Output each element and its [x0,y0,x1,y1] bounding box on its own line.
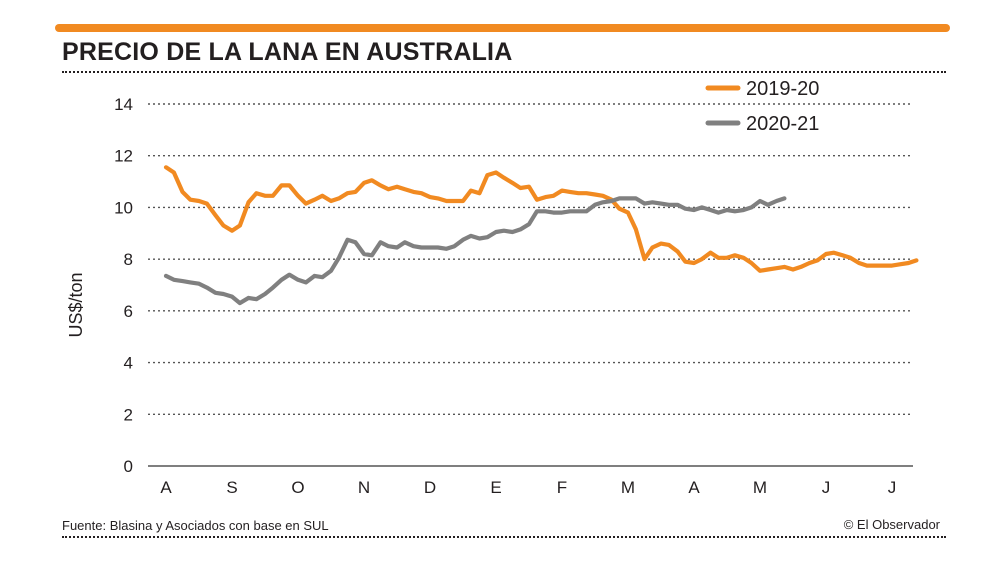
top-accent-bar [55,24,950,32]
legend-label: 2019-20 [746,78,819,100]
chart-title: PRECIO DE LA LANA EN AUSTRALIA [62,38,513,66]
y-tick-label: 10 [114,198,133,217]
x-tick-label: J [888,478,897,497]
x-tick-label: A [160,478,172,497]
x-tick-label: N [358,478,370,497]
y-axis-label: US$/ton [66,272,86,337]
y-tick-label: 6 [124,302,133,321]
footer-divider [62,536,946,538]
x-tick-label: M [753,478,767,497]
credit-note: © El Observador [843,517,940,532]
x-tick-label: F [557,478,567,497]
x-tick-label: S [226,478,237,497]
x-tick-label: D [424,478,436,497]
series-line-2019-20 [163,165,919,273]
y-tick-label: 0 [124,457,133,476]
series-line-2020-21 [163,196,787,306]
x-tick-label: O [291,478,304,497]
y-tick-label: 14 [114,95,133,114]
title-divider [62,71,946,73]
x-tick-label: E [490,478,501,497]
x-tick-label: M [621,478,635,497]
legend-label: 2020-21 [746,113,819,135]
y-tick-label: 2 [124,405,133,424]
y-tick-label: 12 [114,147,133,166]
y-tick-label: 4 [124,354,133,373]
source-note: Fuente: Blasina y Asociados con base en … [62,518,329,533]
x-tick-label: J [822,478,831,497]
y-tick-label: 8 [124,250,133,269]
x-tick-label: A [688,478,700,497]
